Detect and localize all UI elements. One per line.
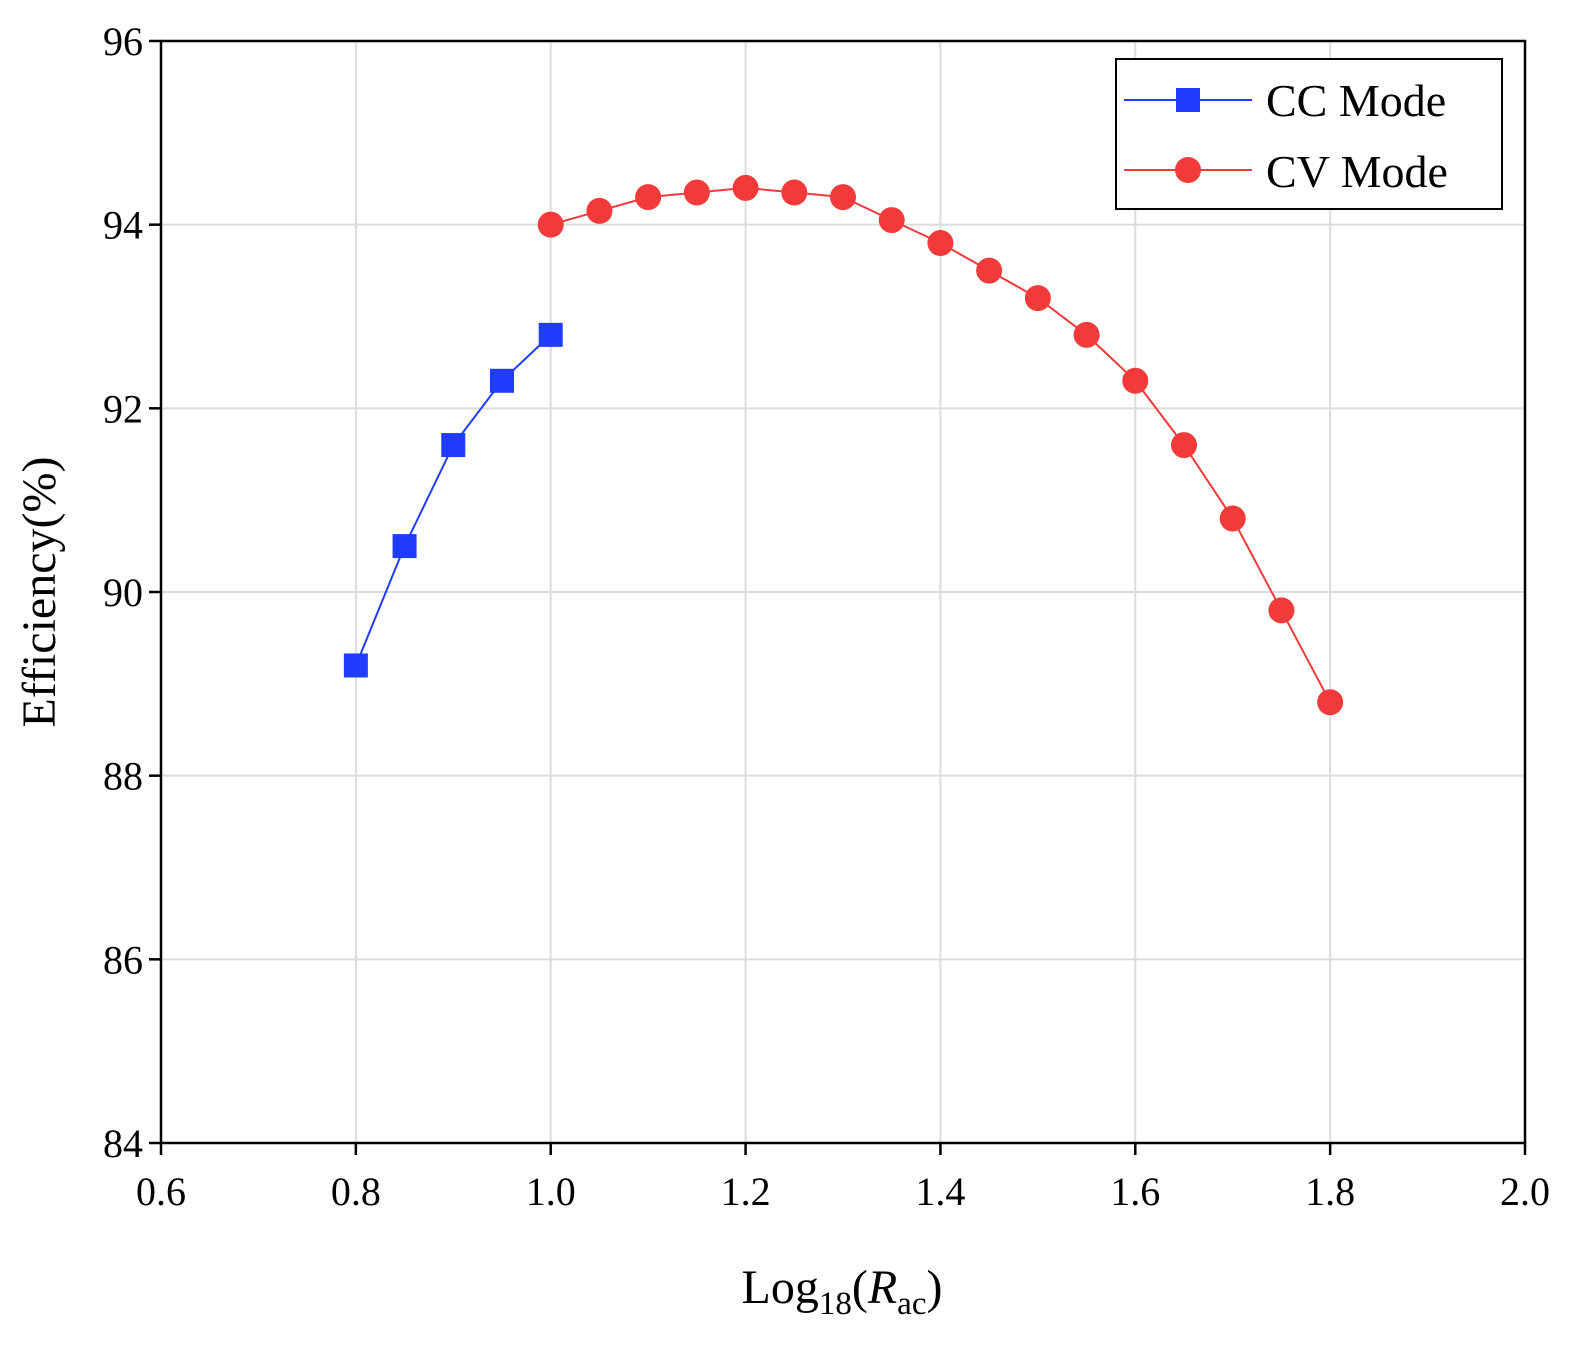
x-axis-title: Log18(Rac) bbox=[742, 1261, 943, 1322]
y-tick-label: 86 bbox=[103, 937, 143, 982]
y-tick-label: 96 bbox=[103, 19, 143, 64]
legend: CC Mode CV Mode bbox=[1115, 58, 1503, 210]
series-cv-mode bbox=[537, 174, 1344, 716]
y-tick-label: 94 bbox=[103, 203, 143, 248]
x-tick-label: 1.8 bbox=[1305, 1169, 1355, 1214]
grid-lines bbox=[161, 41, 1525, 1143]
data-point-cv-mode bbox=[683, 179, 710, 206]
axis-ticks: 0.6 0.8 1.0 1.2 1.4 1.6 1.8 2.0 84 86 88 90 92 94 96 bbox=[103, 19, 1550, 1214]
y-axis-title: Efficiency(%) bbox=[13, 457, 66, 728]
data-point-cv-mode bbox=[781, 179, 808, 206]
data-point-cv-mode bbox=[635, 184, 662, 211]
data-point-cv-mode bbox=[1317, 689, 1344, 716]
legend-label-cv-mode: CV Mode bbox=[1266, 146, 1448, 197]
data-point-cc-mode bbox=[490, 368, 514, 393]
data-point-cv-mode bbox=[1171, 432, 1197, 459]
series-layer bbox=[343, 174, 1344, 716]
y-tick-label: 92 bbox=[103, 386, 143, 431]
x-tick-label: 0.6 bbox=[136, 1169, 186, 1214]
data-point-cv-mode bbox=[830, 184, 856, 211]
data-point-cv-mode bbox=[927, 230, 954, 257]
data-point-cv-mode bbox=[537, 211, 564, 238]
x-tick-label: 1.2 bbox=[721, 1169, 771, 1214]
data-point-cc-mode bbox=[538, 322, 563, 347]
legend-box bbox=[1115, 58, 1503, 210]
x-tick-label: 1.6 bbox=[1110, 1169, 1160, 1214]
x-axis-title-base-subscript: 18 bbox=[819, 1286, 852, 1322]
data-point-cc-mode bbox=[343, 653, 368, 678]
data-point-cv-mode bbox=[976, 257, 1003, 284]
data-point-cc-mode bbox=[392, 534, 417, 559]
x-axis-title-variable-subscript: ac bbox=[897, 1286, 926, 1322]
y-tick-label: 90 bbox=[103, 570, 143, 615]
x-tick-label: 2.0 bbox=[1500, 1169, 1550, 1214]
series-cc-mode bbox=[343, 322, 563, 678]
data-point-cv-mode bbox=[1122, 367, 1149, 394]
y-tick-label: 84 bbox=[103, 1121, 143, 1166]
data-point-cv-mode bbox=[1268, 597, 1295, 624]
x-axis-title-variable: R bbox=[867, 1261, 897, 1314]
x-tick-label: 1.4 bbox=[915, 1169, 965, 1214]
data-point-cv-mode bbox=[1073, 321, 1100, 348]
y-tick-label: 88 bbox=[103, 754, 143, 799]
x-tick-label: 0.8 bbox=[331, 1169, 381, 1214]
data-point-cv-mode bbox=[1219, 505, 1246, 532]
x-tick-label: 1.0 bbox=[526, 1169, 576, 1214]
legend-marker-cv-mode bbox=[1175, 157, 1201, 183]
x-axis-title-base: Log bbox=[742, 1261, 819, 1314]
data-point-cv-mode bbox=[732, 174, 759, 201]
data-point-cv-mode bbox=[1024, 285, 1051, 312]
data-point-cv-mode bbox=[878, 207, 905, 234]
legend-label-cc-mode: CC Mode bbox=[1266, 75, 1446, 126]
legend-marker-cc-mode bbox=[1176, 88, 1200, 112]
data-point-cc-mode bbox=[441, 433, 466, 458]
data-point-cv-mode bbox=[586, 197, 613, 224]
x-axis-title-close-paren: ) bbox=[926, 1261, 942, 1314]
x-axis-title-open-paren: ( bbox=[852, 1261, 868, 1314]
